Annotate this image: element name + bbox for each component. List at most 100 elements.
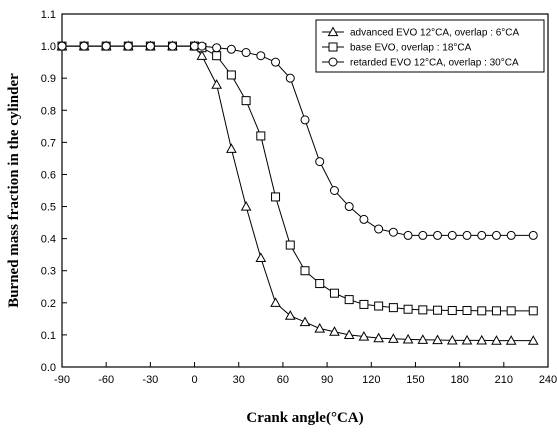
data-point xyxy=(403,230,413,240)
data-point xyxy=(196,50,208,60)
data-point xyxy=(241,48,251,58)
data-point xyxy=(211,79,222,89)
data-point xyxy=(432,334,443,345)
data-point xyxy=(477,230,487,240)
data-point xyxy=(329,186,339,195)
legend-marker xyxy=(328,42,338,52)
data-point xyxy=(226,44,236,54)
data-point xyxy=(329,288,339,298)
series-line xyxy=(62,45,534,342)
data-point xyxy=(477,306,487,316)
data-point xyxy=(315,279,325,289)
data-point xyxy=(418,305,428,315)
data-point xyxy=(506,306,516,316)
y-tick-label: 0.7 xyxy=(41,137,56,149)
x-tick-label: 90 xyxy=(321,374,333,386)
data-point xyxy=(447,230,457,240)
data-point xyxy=(212,51,222,61)
data-point xyxy=(226,70,236,80)
series-triangle xyxy=(56,40,539,345)
data-point xyxy=(476,334,488,345)
x-tick-label: 180 xyxy=(450,374,468,386)
data-point xyxy=(167,41,177,51)
series-square xyxy=(57,41,538,316)
data-point xyxy=(374,301,384,311)
data-point xyxy=(300,115,310,125)
series-line xyxy=(62,45,534,236)
y-tick-label: 0.3 xyxy=(41,266,56,278)
data-point xyxy=(315,157,325,167)
y-tick-label: 0.1 xyxy=(41,330,56,342)
data-point xyxy=(57,41,67,51)
data-point xyxy=(447,306,457,316)
data-point xyxy=(344,295,354,305)
data-point xyxy=(285,73,295,83)
data-point xyxy=(403,304,413,314)
series-line xyxy=(62,45,534,312)
y-tick-label: 0.0 xyxy=(41,362,56,374)
data-point xyxy=(344,202,354,212)
data-point xyxy=(446,334,458,345)
x-tick-label: 60 xyxy=(277,374,289,386)
data-point xyxy=(284,310,296,320)
data-point xyxy=(358,330,370,341)
plot-area xyxy=(61,13,549,368)
data-point xyxy=(255,252,267,262)
legend-box xyxy=(315,19,545,73)
data-point xyxy=(491,335,502,345)
x-tick-label: -90 xyxy=(54,374,70,386)
data-point xyxy=(145,41,155,51)
x-tick-label: 120 xyxy=(362,374,380,386)
legend-item: retarded EVO 12°CA, overlap : 30°CA xyxy=(322,57,519,69)
data-point xyxy=(359,214,369,224)
y-tick-label: 0.8 xyxy=(41,105,56,117)
data-point xyxy=(271,192,281,202)
x-tick-label: 30 xyxy=(233,374,245,386)
y-tick-label: 0.5 xyxy=(41,202,56,214)
y-tick-label: 0.9 xyxy=(41,73,56,85)
data-point xyxy=(373,332,384,343)
data-point xyxy=(212,43,222,53)
data-point xyxy=(241,96,251,106)
data-point xyxy=(240,201,252,211)
legend-item: base EVO, overlap : 18°CA xyxy=(322,42,472,54)
data-point xyxy=(226,143,237,153)
data-point xyxy=(491,306,501,316)
data-point xyxy=(314,322,326,333)
data-point xyxy=(256,51,266,61)
data-point xyxy=(270,297,281,307)
y-tick-label: 1.0 xyxy=(41,41,56,53)
y-tick-label: 0.4 xyxy=(41,234,56,246)
legend-item: advanced EVO 12°CA, overlap : 6°CA xyxy=(322,26,520,39)
y-tick-label: 0.2 xyxy=(41,298,56,310)
data-point xyxy=(197,41,207,51)
data-point xyxy=(300,266,310,276)
data-point xyxy=(388,333,399,343)
x-tick-label: 150 xyxy=(406,374,424,386)
series-layer xyxy=(56,40,539,345)
data-point xyxy=(462,306,472,316)
y-tick-label: 0.6 xyxy=(41,169,56,181)
data-point xyxy=(528,306,538,316)
legend-marker xyxy=(328,57,338,67)
data-point xyxy=(190,41,200,51)
data-point xyxy=(374,224,384,234)
data-point xyxy=(402,333,414,344)
data-point xyxy=(329,326,340,336)
legend-label: advanced EVO 12°CA, overlap : 6°CA xyxy=(350,28,520,39)
x-axis-ticks: -90 -60 -30 0 30 60 90 120 150 180 210 240 xyxy=(54,362,557,386)
data-point xyxy=(491,230,501,240)
x-tick-label: -30 xyxy=(142,374,158,386)
data-point xyxy=(528,230,538,240)
x-tick-label: -60 xyxy=(98,374,114,386)
legend-marker xyxy=(327,26,339,37)
data-point xyxy=(461,334,473,345)
x-tick-label: 240 xyxy=(539,374,557,386)
data-point xyxy=(285,240,295,250)
data-point xyxy=(505,335,517,345)
data-point xyxy=(527,335,539,345)
data-point xyxy=(299,316,311,327)
data-point xyxy=(433,305,443,315)
y-axis-title: Burned mass fraction in the cylinder xyxy=(6,73,22,308)
